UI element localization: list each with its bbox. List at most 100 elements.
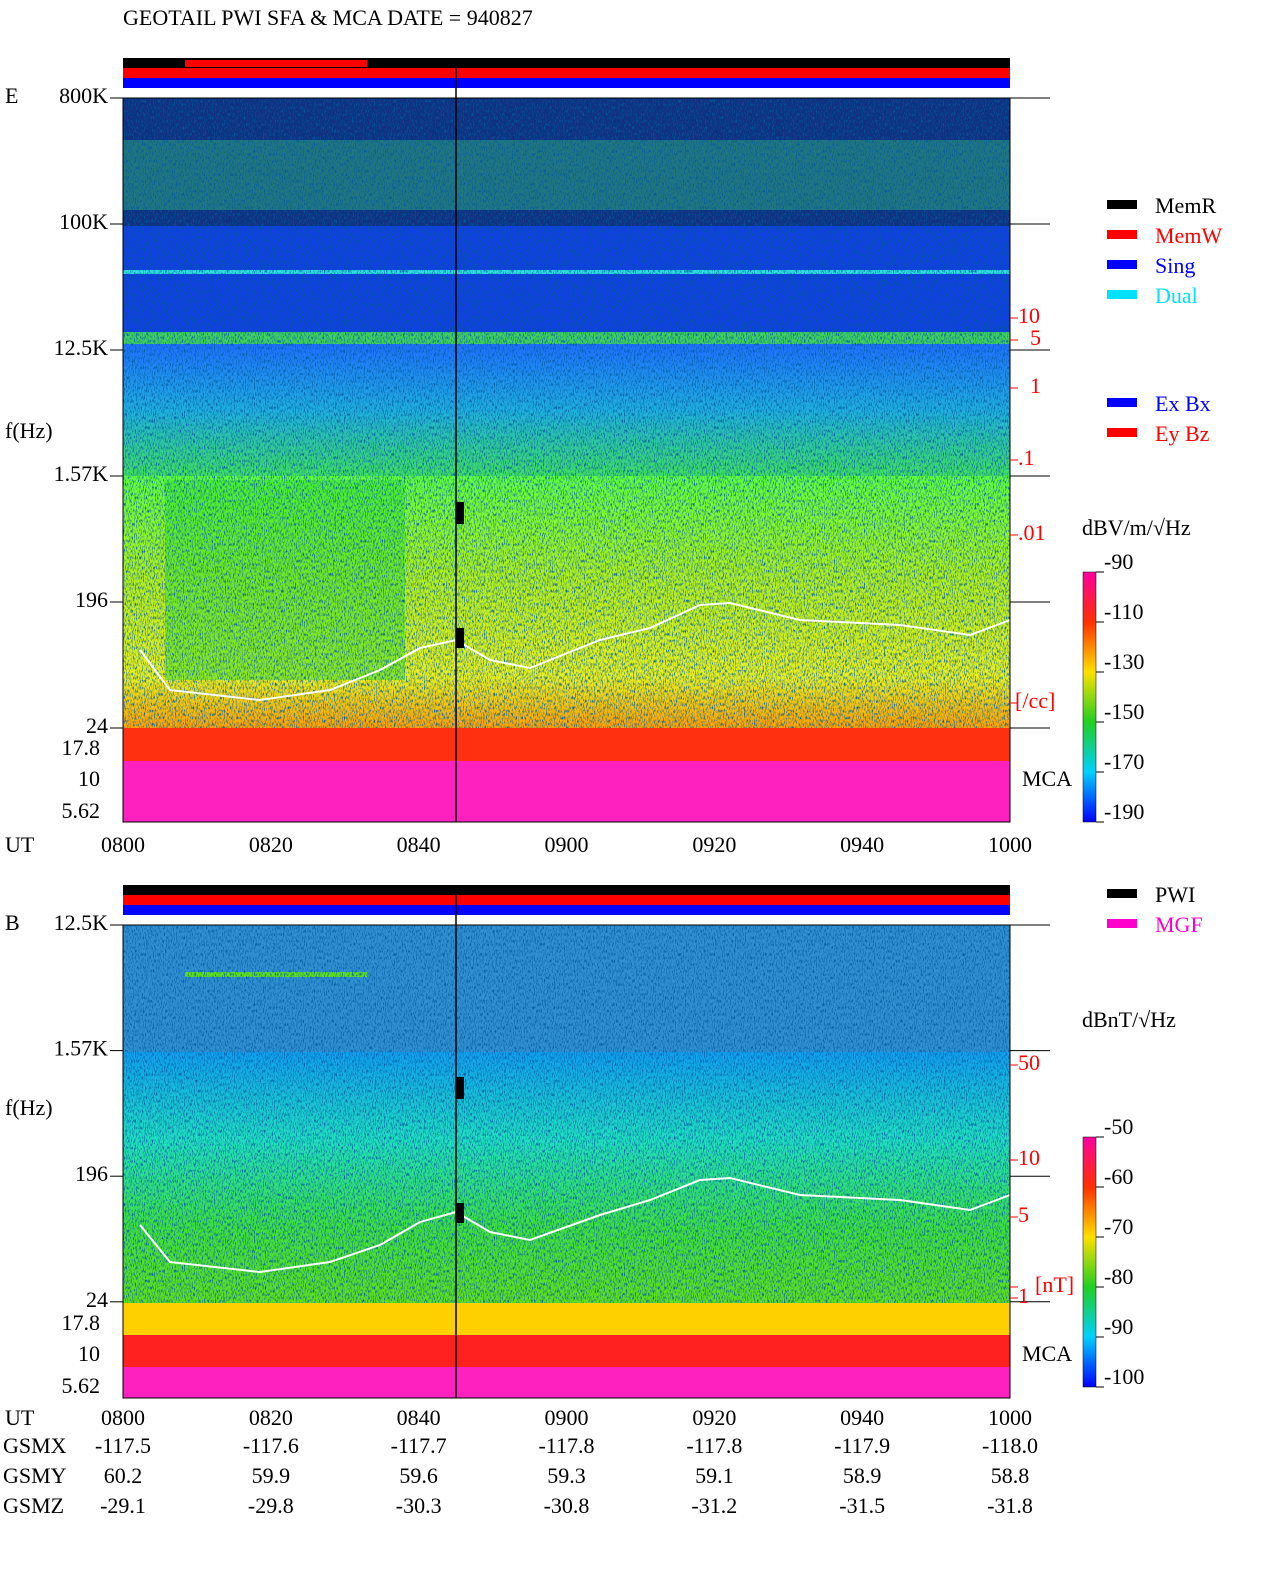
status-bar (185, 60, 367, 67)
ephemeris-value: 59.3 (547, 1463, 586, 1488)
ephemeris-value: -117.9 (834, 1433, 890, 1458)
ephemeris-name: GSMY (3, 1463, 67, 1488)
density-scale-label: 1 (1030, 373, 1041, 398)
legend-label: MemW (1155, 223, 1222, 248)
x-tick-label: 0840 (397, 832, 441, 857)
legend-swatch (1107, 889, 1137, 898)
mca-tick-label: 5.62 (62, 1373, 101, 1398)
y-axis-title: f(Hz) (5, 418, 53, 443)
colorbar-tick-label: -60 (1104, 1164, 1133, 1189)
e-spectrogram (123, 58, 1011, 822)
ephemeris-value: -31.5 (839, 1493, 885, 1518)
x-tick-label: 0820 (249, 832, 293, 857)
ephemeris-value: -117.8 (686, 1433, 742, 1458)
colorbar-tick-label: -90 (1104, 549, 1133, 574)
colorbar (1082, 1136, 1097, 1388)
colorbar-tick-label: -50 (1104, 1114, 1133, 1139)
y-tick-label: 1.57K (54, 461, 109, 486)
ephemeris-value: 59.9 (252, 1463, 291, 1488)
density-scale-label: 10 (1018, 1145, 1040, 1170)
legend-swatch (1107, 290, 1137, 299)
colorbar-tick-label: -110 (1104, 599, 1144, 624)
ephemeris-value: 60.2 (104, 1463, 143, 1488)
y-axis-title: f(Hz) (5, 1095, 53, 1120)
y-tick-label: 12.5K (54, 910, 109, 935)
legend-label: MemR (1155, 193, 1216, 218)
ephemeris-value: -117.6 (243, 1433, 299, 1458)
x-tick-label: 0900 (545, 832, 589, 857)
y-tick-label: 12.5K (54, 335, 109, 360)
colorbar-tick-label: -70 (1104, 1214, 1133, 1239)
ephemeris-value: -30.3 (396, 1493, 442, 1518)
mca-label: MCA (1022, 766, 1072, 791)
colorbar-tick-label: -150 (1104, 699, 1144, 724)
x-tick-label: 0840 (397, 1405, 441, 1430)
y-tick-label: 100K (59, 209, 108, 234)
ephemeris-name: GSMZ (3, 1493, 64, 1518)
legend-label: Ex Bx (1155, 391, 1211, 416)
legend-swatch (1107, 398, 1137, 407)
y-tick-label: 24 (86, 1287, 108, 1312)
density-scale-label: 5 (1030, 325, 1041, 350)
legend-swatch (1107, 919, 1137, 928)
status-bar (123, 905, 1010, 915)
x-axis-title: UT (5, 1405, 35, 1430)
ephemeris-value: 59.1 (695, 1463, 734, 1488)
colorbar-tick-label: -130 (1104, 649, 1144, 674)
plot-frame (122, 924, 1011, 1399)
ephemeris-value: 58.9 (843, 1463, 882, 1488)
x-axis-title: UT (5, 832, 35, 857)
y-tick-label: 196 (75, 1161, 108, 1186)
colorbar-tick-label: -80 (1104, 1264, 1133, 1289)
status-bar (123, 895, 1010, 905)
status-bar (123, 78, 1010, 88)
colorbar-tick-label: -190 (1104, 799, 1144, 824)
colorbar-tick-label: -100 (1104, 1364, 1144, 1389)
y-tick-label: 1.57K (54, 1036, 109, 1061)
x-tick-label: 0800 (101, 1405, 145, 1430)
mca-tick-label: 10 (78, 766, 100, 791)
density-scale-label: .1 (1018, 445, 1035, 470)
x-tick-label: 0820 (249, 1405, 293, 1430)
colorbar-tick-label: -90 (1104, 1314, 1133, 1339)
x-tick-label: 0920 (692, 1405, 736, 1430)
ephemeris-value: -117.5 (95, 1433, 151, 1458)
density-scale-label: 1 (1018, 1283, 1029, 1308)
x-tick-label: 1000 (988, 832, 1032, 857)
legend-swatch (1107, 200, 1137, 209)
mca-tick-label: 17.8 (62, 1310, 101, 1335)
density-scale-label: .01 (1018, 520, 1046, 545)
colorbar-label: dBV/m/√Hz (1082, 515, 1191, 540)
ephemeris-value: -31.8 (987, 1493, 1033, 1518)
legend-label: PWI (1155, 882, 1195, 907)
ephemeris-value: -30.8 (544, 1493, 590, 1518)
panel-label: E (5, 83, 18, 108)
y-tick-label: 196 (75, 587, 108, 612)
status-bar (123, 58, 1010, 68)
density-scale-label: [nT] (1035, 1272, 1074, 1297)
x-tick-label: 0940 (840, 1405, 884, 1430)
ephemeris-value: -118.0 (982, 1433, 1038, 1458)
ephemeris-name: GSMX (3, 1433, 67, 1458)
panel-label: B (5, 910, 20, 935)
legend-label: Dual (1155, 283, 1198, 308)
mca-tick-label: 10 (78, 1341, 100, 1366)
y-tick-label: 800K (59, 83, 108, 108)
legend-label: Sing (1155, 253, 1195, 278)
ephemeris-value: -31.2 (691, 1493, 737, 1518)
mca-label: MCA (1022, 1341, 1072, 1366)
ephemeris-value: -29.1 (100, 1493, 146, 1518)
ephemeris-value: 59.6 (399, 1463, 438, 1488)
ephemeris-value: -29.8 (248, 1493, 294, 1518)
ephemeris-value: 58.8 (991, 1463, 1030, 1488)
x-tick-label: 0940 (840, 832, 884, 857)
colorbar-tick-label: -170 (1104, 749, 1144, 774)
ephemeris-value: -117.7 (391, 1433, 447, 1458)
b-spectrogram (123, 885, 1011, 1398)
status-bar (123, 68, 1010, 78)
x-tick-label: 0900 (545, 1405, 589, 1430)
legend-swatch (1107, 230, 1137, 239)
legend-label: Ey Bz (1155, 421, 1210, 446)
x-tick-label: 1000 (988, 1405, 1032, 1430)
